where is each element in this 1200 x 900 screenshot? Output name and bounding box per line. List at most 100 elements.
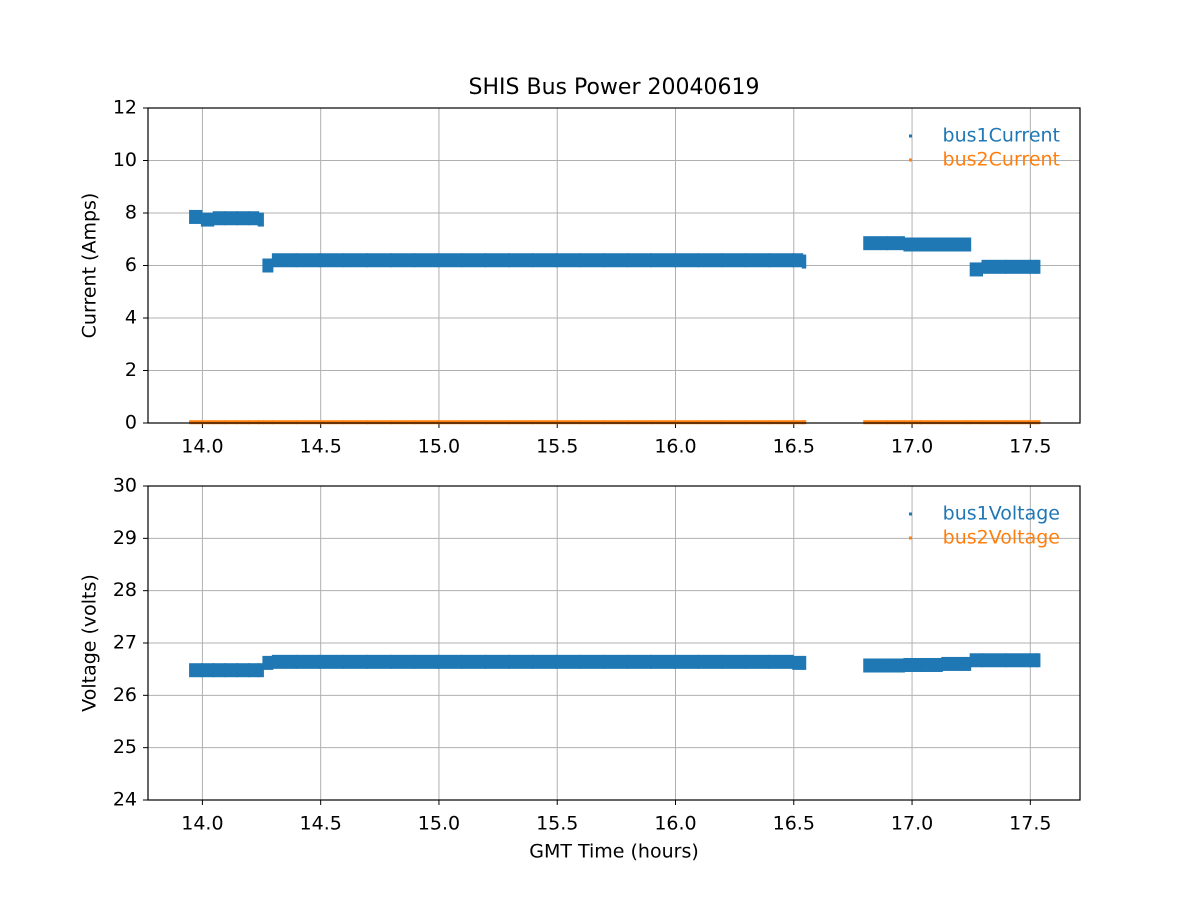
data-point (697, 253, 723, 268)
data-point (981, 259, 1007, 274)
data-point (262, 258, 274, 273)
data-point (697, 420, 723, 425)
legend-marker (909, 158, 912, 162)
x-tick-label: 15.0 (418, 813, 460, 835)
data-point (319, 253, 345, 268)
data-point (271, 253, 298, 268)
data-point (413, 654, 439, 669)
data-point (744, 253, 771, 268)
data-point (903, 657, 922, 672)
y-tick-label: 4 (125, 307, 137, 329)
data-point (903, 420, 922, 425)
data-point (674, 420, 700, 425)
data-point (342, 654, 368, 669)
data-point (981, 420, 1007, 425)
y-tick-label: 2 (125, 359, 137, 381)
data-point (257, 212, 264, 227)
data-point (920, 420, 943, 425)
data-point (236, 420, 250, 425)
data-point (200, 420, 215, 425)
data-point (200, 663, 215, 678)
x-tick-label: 17.0 (891, 813, 933, 835)
data-point (626, 654, 652, 669)
plot-frame (147, 107, 1081, 424)
data-point (603, 420, 629, 425)
y-tick-label: 28 (113, 579, 137, 601)
data-point (650, 253, 676, 268)
data-point (295, 654, 321, 669)
data-point (295, 420, 321, 425)
data-point (319, 654, 345, 669)
x-tick-label: 16.0 (654, 436, 696, 458)
x-tick-label: 15.5 (536, 813, 578, 835)
data-point (1005, 653, 1031, 668)
y-tick-label: 6 (125, 254, 137, 276)
data-point (674, 253, 700, 268)
data-point (886, 236, 905, 251)
data-point (437, 654, 463, 669)
y-axis-label: Current (Amps) (79, 193, 101, 339)
data-point (248, 211, 260, 226)
data-point (189, 420, 203, 425)
data-point (721, 253, 747, 268)
data-point (262, 420, 274, 425)
data-point (920, 657, 943, 672)
data-point (200, 212, 215, 227)
data-point (801, 655, 807, 670)
y-tick-label: 8 (125, 202, 137, 224)
data-point (257, 663, 264, 678)
data-point (271, 420, 298, 425)
data-point (603, 253, 629, 268)
data-point (1035, 653, 1041, 668)
data-point (1028, 420, 1038, 425)
data-point (532, 654, 558, 669)
data-point (189, 663, 203, 678)
data-point (248, 420, 260, 425)
y-tick-label: 24 (113, 789, 137, 811)
data-point (969, 653, 984, 668)
data-point (366, 253, 392, 268)
data-point (224, 420, 238, 425)
data-point (484, 253, 510, 268)
data-point (1005, 420, 1031, 425)
legend-marker (909, 512, 912, 516)
y-tick-label: 30 (113, 475, 137, 497)
data-point (366, 654, 392, 669)
data-point (1028, 259, 1038, 274)
data-point (295, 253, 321, 268)
data-point (969, 420, 984, 425)
y-tick-label: 26 (113, 684, 137, 706)
x-tick-label: 17.5 (1009, 813, 1051, 835)
data-point (964, 420, 972, 425)
x-tick-label: 14.5 (300, 436, 342, 458)
legend-marker (909, 134, 912, 138)
x-tick-label: 17.5 (1009, 436, 1051, 458)
data-point (437, 420, 463, 425)
data-point (920, 237, 943, 252)
data-point (886, 658, 905, 673)
x-tick-label: 14.0 (181, 436, 223, 458)
data-point (626, 420, 652, 425)
legend-marker (909, 536, 912, 540)
data-point (461, 654, 487, 669)
data-point (697, 654, 723, 669)
data-point (964, 237, 972, 252)
data-point (236, 211, 250, 226)
data-point (1035, 420, 1041, 425)
data-point (262, 655, 274, 670)
data-point (236, 663, 250, 678)
data-point (319, 420, 345, 425)
data-point (390, 420, 416, 425)
data-point (366, 420, 392, 425)
data-point (390, 253, 416, 268)
data-point (390, 654, 416, 669)
data-point (212, 663, 227, 678)
data-point (768, 654, 794, 669)
data-point (886, 420, 905, 425)
data-point (603, 654, 629, 669)
legend-label: bus2Current (943, 149, 1060, 171)
data-point (532, 253, 558, 268)
data-point (484, 420, 510, 425)
x-axis-label: GMT Time (hours) (529, 841, 699, 863)
